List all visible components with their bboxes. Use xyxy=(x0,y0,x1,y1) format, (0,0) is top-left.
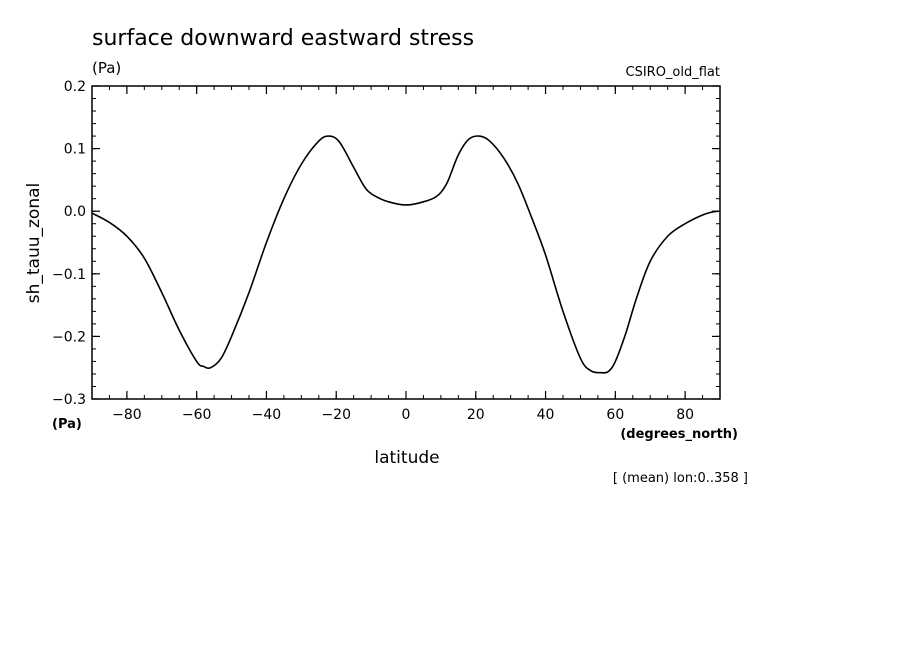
y-axis-ticks: −0.3 −0.2 −0.1 0.0 0.1 0.2 xyxy=(52,79,720,408)
x-axis-units: (degrees_north) xyxy=(620,427,738,442)
x-tick-label: 80 xyxy=(676,407,694,423)
x-tick-label: 40 xyxy=(537,407,555,423)
minor-ticks xyxy=(91,85,721,400)
y-tick-label: 0.2 xyxy=(64,79,86,95)
plot-area: −80 −60 −40 −20 0 20 40 60 80 −0.3 −0.2 −0.1 0.0 0.1… xyxy=(52,79,721,423)
y-tick-label: −0.1 xyxy=(52,267,86,283)
y-axis-units: (Pa) xyxy=(52,417,82,432)
x-tick-label: −80 xyxy=(112,407,142,423)
chart-units: (Pa) xyxy=(92,59,121,77)
series-line xyxy=(91,135,721,374)
x-axis-ticks: −80 −60 −40 −20 0 20 40 60 80 xyxy=(112,86,694,423)
y-tick-label: −0.3 xyxy=(52,392,86,408)
x-axis-title: latitude xyxy=(374,448,439,468)
x-tick-label: −40 xyxy=(252,407,282,423)
y-tick-label: 0.1 xyxy=(64,142,86,158)
x-tick-label: −20 xyxy=(321,407,351,423)
x-tick-label: 0 xyxy=(402,407,411,423)
x-tick-label: 60 xyxy=(606,407,624,423)
plot-frame xyxy=(91,85,721,400)
averaging-note: [ (mean) lon:0..358 ] xyxy=(613,471,748,486)
chart-title: surface downward eastward stress xyxy=(92,26,474,51)
model-label: CSIRO_old_flat xyxy=(626,65,721,80)
x-tick-label: −60 xyxy=(182,407,212,423)
y-axis-title: sh_tauu_zonal xyxy=(24,183,44,304)
y-tick-label: 0.0 xyxy=(64,204,86,220)
x-tick-label: 20 xyxy=(467,407,485,423)
y-tick-label: −0.2 xyxy=(52,329,86,345)
